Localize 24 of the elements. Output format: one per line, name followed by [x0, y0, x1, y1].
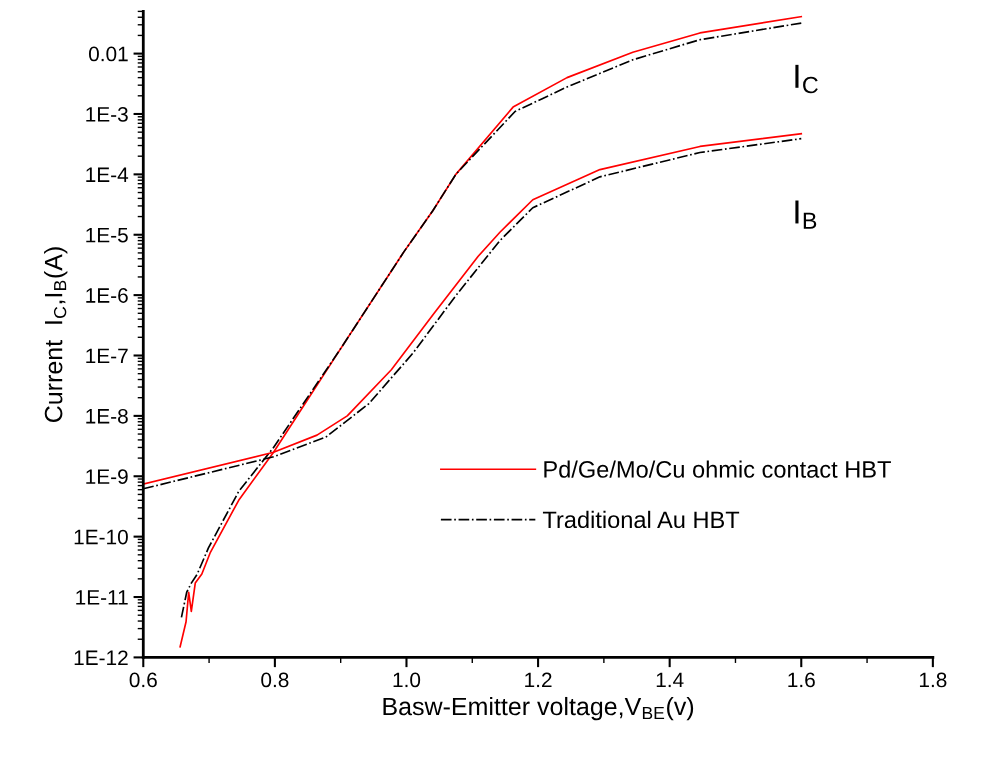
y-tick-label: 1E-3 [86, 106, 128, 122]
x-tick-label: 1.8 [919, 672, 947, 688]
annotation: I$_{C}$ [795, 64, 818, 94]
y-tick-label: 1E-4 [86, 167, 129, 182]
legend-label: Pd/Ge/Mo/Cu ohmic contact HBT [544, 460, 891, 478]
x-tick-label: 1.4 [656, 672, 684, 688]
y-axis-title: Current I$_{C}$,I$_{B}$(A) [44, 247, 68, 423]
y-tick-label: 1E-8 [86, 408, 128, 424]
x-tick-label: 1.2 [525, 672, 552, 688]
y-tick-label: 1E-12 [74, 650, 128, 665]
y-tick-label: 1E-5 [86, 227, 128, 243]
y-tick-label: 1E-10 [74, 529, 128, 545]
annotation: I$_{B}$ [795, 200, 817, 229]
y-tick-label: 1E-11 [76, 590, 128, 605]
y-tick-label: 1E-6 [86, 288, 128, 303]
x-tick-label: 1.6 [788, 672, 815, 688]
x-axis-title: Basw-Emitter voltage,V$_{BE}$(v) [383, 696, 694, 721]
x-tick-label: 0.8 [261, 672, 289, 688]
legend-label: Traditional Au HBT [542, 510, 740, 529]
x-tick-label: 0.6 [129, 672, 157, 688]
y-tick-label: 1E-9 [86, 469, 128, 485]
x-tick-label: 1.0 [393, 672, 421, 688]
y-tick-label: 1E-7 [86, 348, 128, 364]
y-tick-label: 0.01 [88, 46, 128, 62]
